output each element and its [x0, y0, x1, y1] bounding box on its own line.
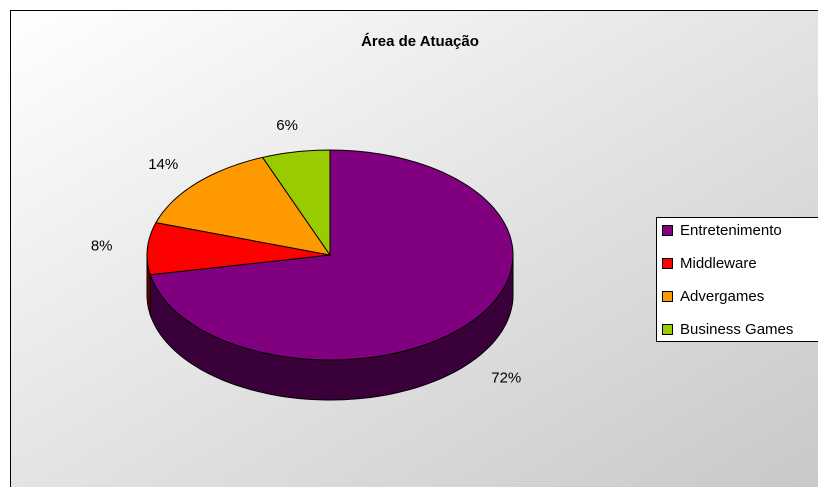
chart-title: Área de Atuação — [361, 33, 479, 50]
data-label: 6% — [276, 117, 298, 134]
slice — [155, 156, 332, 256]
legend: Entretenimento Middleware Advergames Busine… — [656, 217, 818, 342]
slice — [149, 149, 514, 361]
data-label: 14% — [148, 156, 178, 173]
data-label: 8% — [91, 238, 113, 255]
legend-swatch — [662, 258, 673, 269]
legend-swatch — [662, 291, 673, 302]
legend-swatch — [662, 324, 673, 335]
slice — [261, 149, 331, 257]
legend-label: Middleware — [680, 255, 757, 272]
legend-box — [656, 217, 818, 342]
legend-label: Advergames — [680, 288, 764, 305]
legend-label: Entretenimento — [680, 222, 782, 239]
slice — [146, 222, 331, 276]
data-label: 72% — [491, 370, 521, 387]
legend-swatch — [662, 225, 673, 236]
pie: 72% 8% 14% 6% — [91, 117, 521, 401]
legend-label: Business Games — [680, 321, 793, 338]
